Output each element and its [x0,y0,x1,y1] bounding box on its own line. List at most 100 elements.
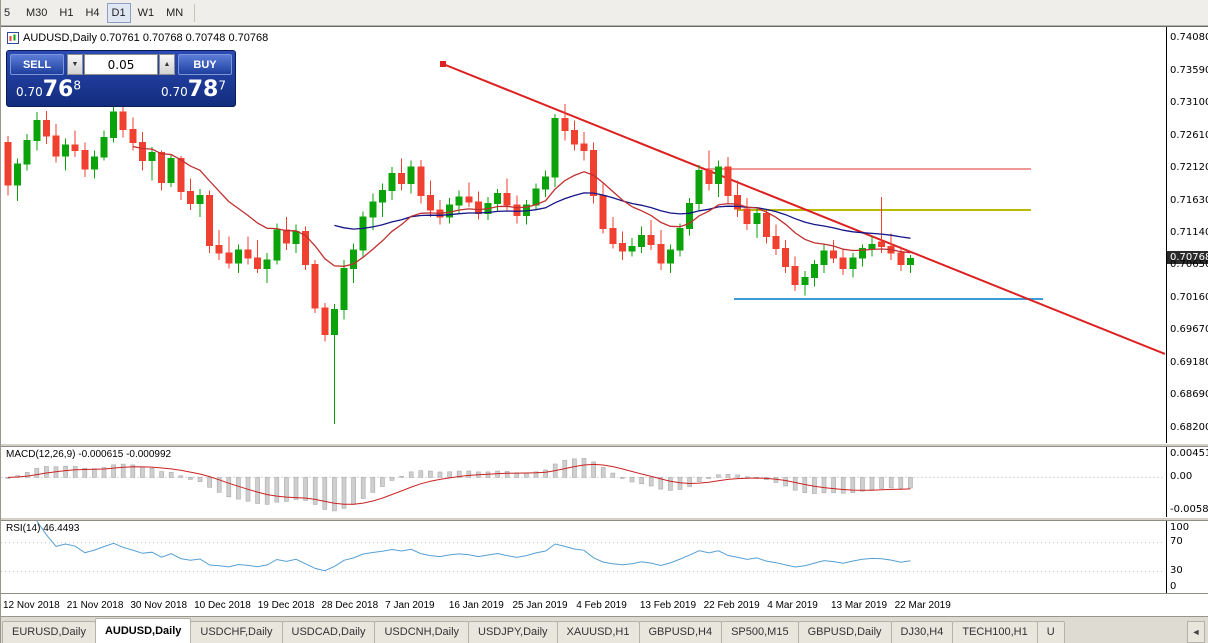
chart-tab-usdcad[interactable]: USDCAD,Daily [281,621,376,643]
tab-scroll-left-button[interactable]: ◄ [1187,621,1205,643]
macd-plot[interactable] [1,447,1165,517]
timeframe-button-h4[interactable]: H4 [80,3,104,23]
candle-body [714,166,722,185]
macd-histogram-bar [72,466,78,478]
date-axis-label: 12 Nov 2018 [3,599,60,611]
chart-tab-usdjpy[interactable]: USDJPY,Daily [468,621,558,643]
price-axis-label: 0.69180 [1170,357,1208,368]
chart-tab-eurusd[interactable]: EURUSD,Daily [2,621,96,643]
macd-histogram-bar [274,477,280,503]
date-axis-label: 10 Dec 2018 [194,599,251,611]
chart-tab-gbpusd[interactable]: GBPUSD,Daily [797,621,892,643]
macd-histogram-bar [744,476,750,479]
chart-tab-usdcnh[interactable]: USDCNH,Daily [374,621,470,643]
candle-body [90,156,98,170]
candle-body [177,158,185,193]
candle-body [244,249,252,259]
rsi-plot[interactable] [1,520,1165,593]
candle-body [378,189,386,203]
rsi-axis-100: 100 [1170,522,1190,533]
chart-tab-gbpusd[interactable]: GBPUSD,H4 [638,621,723,643]
chart-tab-u[interactable]: U [1036,621,1065,643]
ma-fast-line [132,145,911,267]
macd-histogram-bar [255,477,260,504]
lot-size-input[interactable] [84,54,158,75]
macd-histogram-bar [735,474,740,478]
candle-body [743,208,751,224]
trendline-anchor[interactable] [440,61,446,67]
candle-body [23,140,31,165]
chart-header: AUDUSD,Daily 0.70761 0.70768 0.70748 0.7… [7,32,268,44]
price-axis[interactable]: 0.70768 0.74080 0.73590 0.73100 0.72610 0.72… [1166,27,1208,443]
macd-histogram-bar [149,467,155,478]
date-axis-label: 25 Jan 2019 [512,599,568,611]
macd-histogram-bar [216,477,222,493]
macd-histogram-bar [860,477,865,492]
lot-decrease-button[interactable]: ▼ [67,54,83,75]
price-axis-label: 0.72610 [1170,130,1208,141]
candle-body [801,277,809,285]
timeframe-button-5[interactable]: 5 [1,3,19,23]
candle-body [455,196,463,206]
candle-body [407,166,415,185]
timeframe-button-d1[interactable]: D1 [106,2,131,23]
macd-histogram-bar [831,477,836,493]
candle-body [273,229,281,261]
macd-histogram-bar [207,477,212,488]
macd-histogram-bar [92,468,97,478]
timeframe-button-h1[interactable]: H1 [54,3,78,23]
descending-trendline[interactable] [442,63,1165,355]
candle-body [599,195,607,230]
panel-splitter[interactable] [1,443,1208,447]
macd-axis-top: 0.004517 [1170,448,1208,459]
date-axis-label: 22 Mar 2019 [894,599,951,611]
price-chart[interactable] [1,28,1165,442]
price-axis-label: 0.70160 [1170,292,1208,303]
macd-label: MACD(12,26,9) -0.000615 -0.000992 [6,449,172,460]
macd-histogram-bar [360,477,366,499]
candle-body [782,248,790,268]
macd-histogram-bar [293,477,299,500]
candle-body [33,120,41,142]
date-axis-label: 22 Feb 2019 [703,599,760,611]
chart-tab-sp500[interactable]: SP500,M15 [721,621,799,643]
candle-body [474,201,482,214]
price-axis-label: 0.68200 [1170,422,1208,433]
chart-tab-audusd[interactable]: AUDUSD,Daily [94,618,192,643]
timeframe-button-w1[interactable]: W1 [133,3,160,23]
timeframe-button-m30[interactable]: M30 [21,3,52,23]
chart-tab-usdchf[interactable]: USDCHF,Daily [190,621,283,643]
candle-body [206,195,214,246]
candle-body [878,241,886,248]
macd-histogram-bar [783,477,788,487]
macd-axis [1166,447,1208,517]
candle-body [772,236,780,250]
candle-body [167,158,175,183]
macd-histogram-bar [648,477,654,487]
buy-button[interactable]: BUY [178,54,232,75]
candle-body [158,152,166,183]
rsi-panel[interactable]: RSI(14) 46.4493 100 70 30 0 [1,520,1208,593]
macd-histogram-bar [408,471,414,478]
macd-histogram-bar [850,477,856,493]
sell-button[interactable]: SELL [10,54,64,75]
date-axis[interactable]: 12 Nov 2018 21 Nov 2018 30 Nov 2018 10 Dec … [1,593,1208,616]
macd-panel[interactable]: MACD(12,26,9) -0.000615 -0.000992 0.0045… [1,447,1208,517]
candle-body [858,248,866,259]
chart-tab-dj30[interactable]: DJ30,H4 [890,621,954,643]
date-axis-label: 13 Feb 2019 [639,599,697,611]
macd-histogram-bar [140,466,145,478]
macd-histogram-bar [706,477,712,479]
chart-window[interactable]: 0.70768 0.74080 0.73590 0.73100 0.72610 0.72… [1,26,1208,443]
chart-tab-xauusd[interactable]: XAUUSD,H1 [556,621,640,643]
macd-histogram-bar [504,471,510,478]
timeframe-button-mn[interactable]: MN [161,3,188,23]
candle-body [398,173,406,185]
chart-tab-tech100[interactable]: TECH100,H1 [952,621,1038,643]
price-axis-label: 0.71630 [1170,195,1208,206]
candle-body [100,136,108,158]
candle-body [705,169,713,185]
rsi-axis-70: 70 [1170,536,1183,547]
panel-splitter[interactable] [1,517,1208,521]
lot-increase-button[interactable]: ▲ [159,54,175,75]
